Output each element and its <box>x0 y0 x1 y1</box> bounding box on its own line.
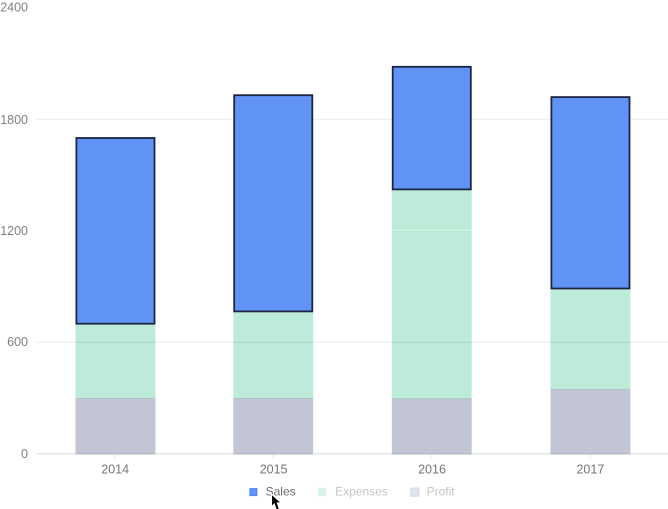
svg-text:Profit: Profit <box>427 484 456 498</box>
svg-text:Sales: Sales <box>266 484 296 498</box>
svg-text:2015: 2015 <box>260 462 288 476</box>
svg-text:2017: 2017 <box>576 462 604 476</box>
svg-text:1800: 1800 <box>0 113 28 127</box>
svg-text:1200: 1200 <box>0 224 28 238</box>
svg-text:2400: 2400 <box>0 1 28 15</box>
svg-text:Expenses: Expenses <box>335 484 388 498</box>
svg-text:2014: 2014 <box>101 462 129 476</box>
svg-text:0: 0 <box>21 447 28 461</box>
svg-text:2016: 2016 <box>418 462 446 476</box>
svg-text:600: 600 <box>7 335 28 349</box>
